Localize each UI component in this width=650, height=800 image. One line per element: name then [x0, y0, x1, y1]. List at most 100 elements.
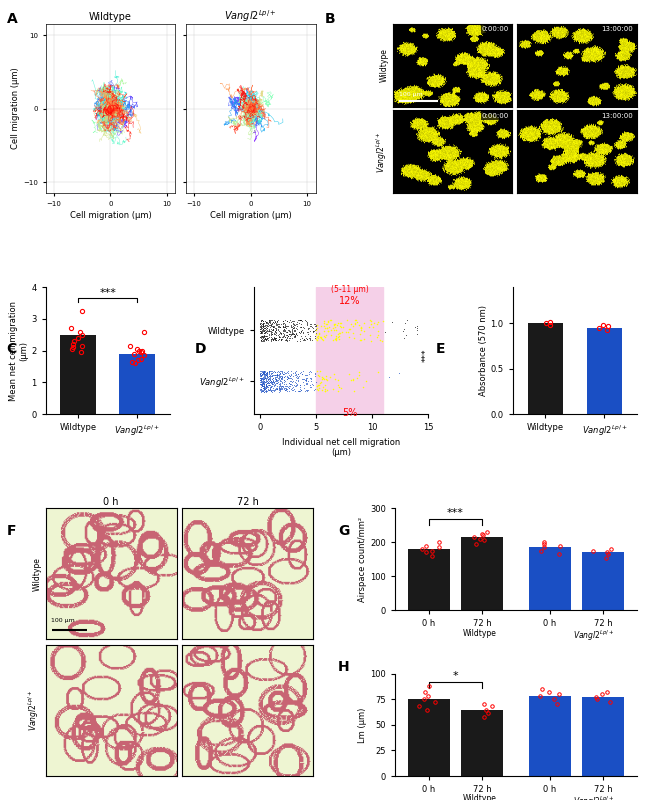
Point — [343, 330, 354, 343]
Point — [285, 378, 295, 390]
Point — [260, 372, 270, 385]
Point — [265, 314, 276, 326]
Point — [280, 320, 290, 333]
Point — [257, 314, 267, 326]
Point — [255, 378, 266, 391]
Point — [263, 383, 274, 396]
Point — [300, 374, 311, 387]
Point — [290, 324, 300, 337]
Point — [272, 374, 282, 386]
Point — [301, 378, 311, 390]
Point — [304, 320, 315, 333]
Point — [302, 384, 313, 397]
Point — [292, 329, 302, 342]
Point — [263, 365, 274, 378]
Point — [270, 369, 280, 382]
Point — [285, 328, 296, 341]
Point — [315, 376, 326, 389]
Point — [284, 324, 294, 337]
Point — [352, 316, 363, 329]
Point — [343, 326, 353, 338]
Point — [375, 334, 385, 346]
Point — [316, 376, 326, 389]
Point — [313, 330, 323, 342]
Point — [257, 382, 268, 394]
Point — [261, 373, 271, 386]
Point — [300, 373, 311, 386]
Point — [291, 368, 301, 381]
Point — [261, 324, 271, 337]
Point — [259, 333, 269, 346]
Point — [256, 315, 266, 328]
Point — [305, 378, 315, 391]
Point — [260, 323, 270, 336]
Point — [398, 324, 408, 337]
Point — [352, 371, 362, 384]
Point — [276, 374, 287, 387]
Point — [265, 323, 275, 336]
Point — [393, 366, 404, 379]
Point — [301, 369, 311, 382]
Point — [259, 368, 270, 381]
Point — [312, 379, 322, 392]
Point — [287, 326, 297, 339]
Point — [280, 379, 290, 392]
Point — [322, 325, 333, 338]
Point — [284, 371, 294, 384]
Point — [269, 333, 280, 346]
Point — [368, 321, 378, 334]
Point — [303, 322, 313, 335]
Point — [270, 366, 280, 378]
Point — [311, 365, 322, 378]
Point — [278, 321, 288, 334]
Point — [319, 385, 330, 398]
Point — [333, 316, 343, 329]
Point — [311, 322, 321, 335]
Bar — [60, 334, 96, 414]
Point — [335, 316, 346, 329]
Point — [256, 374, 266, 386]
Point — [315, 330, 326, 343]
Point — [285, 329, 296, 342]
Point — [271, 377, 281, 390]
Point — [347, 320, 358, 333]
Point — [256, 332, 266, 345]
Point — [317, 384, 327, 397]
Point — [368, 321, 378, 334]
Point — [279, 374, 289, 386]
Point — [323, 315, 333, 328]
Text: Wildtype: Wildtype — [463, 794, 497, 800]
Point — [315, 332, 326, 345]
Point — [263, 325, 273, 338]
Point — [255, 365, 266, 378]
Point — [281, 384, 292, 397]
Text: F: F — [6, 524, 16, 538]
Point — [278, 314, 289, 327]
Point — [278, 379, 289, 392]
Point — [301, 371, 311, 384]
Point — [255, 321, 266, 334]
Point — [335, 317, 346, 330]
Point — [289, 322, 299, 334]
Point — [274, 382, 285, 394]
Point — [285, 325, 295, 338]
Point — [314, 328, 324, 341]
Point — [412, 328, 423, 341]
Point — [282, 326, 293, 338]
Point — [291, 328, 302, 341]
Point — [259, 333, 270, 346]
Point — [306, 373, 316, 386]
Point — [257, 379, 267, 392]
Point — [267, 378, 278, 390]
Bar — [529, 696, 571, 776]
Point — [262, 374, 272, 387]
Point — [258, 325, 268, 338]
Point — [280, 384, 290, 397]
Point — [294, 370, 304, 382]
Point — [265, 383, 275, 396]
Point — [268, 321, 278, 334]
Point — [348, 373, 358, 386]
Point — [322, 322, 332, 334]
Point — [275, 320, 285, 333]
Point — [259, 380, 270, 393]
